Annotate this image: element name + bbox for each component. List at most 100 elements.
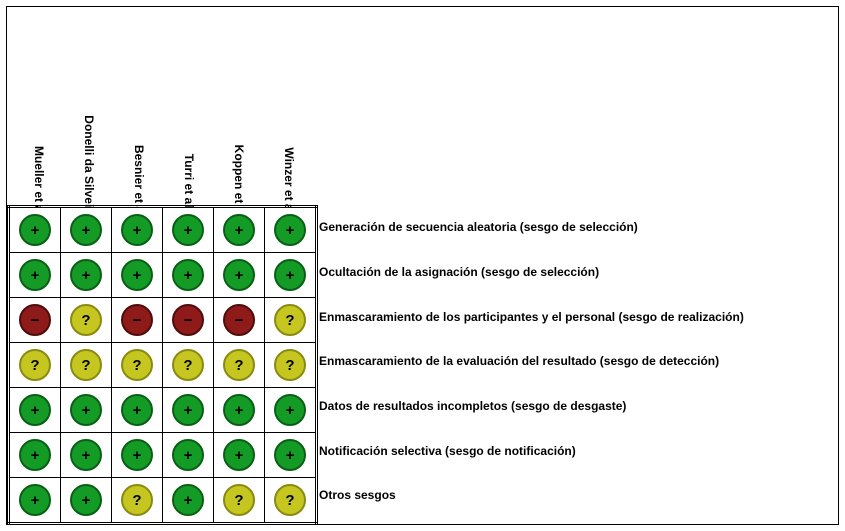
risk-dot-high: − — [172, 304, 204, 336]
grid-cell: ? — [214, 343, 265, 388]
risk-dot-low: + — [172, 394, 204, 426]
grid-cell: + — [163, 388, 214, 433]
grid-cell: − — [163, 298, 214, 343]
page: Mueller et al., 2021Donelli da Silveira … — [0, 0, 845, 531]
risk-dot-unclear: ? — [223, 349, 255, 381]
grid-cell: + — [61, 207, 112, 253]
risk-dot-low: + — [274, 259, 306, 291]
grid-cell: ? — [265, 298, 317, 343]
risk-dot-low: + — [19, 214, 51, 246]
grid-cell: + — [163, 207, 214, 253]
risk-dot-low: + — [19, 484, 51, 516]
risk-dot-unclear: ? — [223, 484, 255, 516]
grid-row: ?????? — [9, 343, 317, 388]
risk-dot-low: + — [172, 259, 204, 291]
grid-row: + + + + + + — [9, 388, 317, 433]
risk-dot-high: − — [19, 304, 51, 336]
grid-row: + + + + + + — [9, 433, 317, 478]
grid-cell: + — [61, 433, 112, 478]
grid-row: + + + + + + — [9, 207, 317, 253]
risk-dot-low: + — [172, 484, 204, 516]
domain-label: Datos de resultados incompletos (sesgo d… — [319, 384, 744, 429]
grid-cell: + — [163, 253, 214, 298]
grid-cell: ? — [61, 298, 112, 343]
grid-wrap: ++++++++++++−?−−−???????++++++++++++++?+… — [7, 205, 318, 525]
risk-dot-unclear: ? — [121, 484, 153, 516]
risk-dot-low: + — [70, 439, 102, 471]
study-headers: Mueller et al., 2021Donelli da Silveira … — [7, 7, 307, 205]
grid-cell: + — [9, 207, 61, 253]
study-header: Mueller et al., 2021 — [7, 7, 57, 205]
risk-dot-high: − — [121, 304, 153, 336]
risk-dot-low: + — [223, 439, 255, 471]
grid-cell: − — [9, 298, 61, 343]
risk-dot-low: + — [121, 259, 153, 291]
figure-frame: Mueller et al., 2021Donelli da Silveira … — [6, 6, 839, 525]
domain-label: Enmascaramiento de los participantes y e… — [319, 294, 744, 339]
domain-labels: Generación de secuencia aleatoria (sesgo… — [319, 205, 744, 518]
grid-cell: + — [9, 388, 61, 433]
domain-label: Enmascaramiento de la evaluación del res… — [319, 339, 744, 384]
risk-dot-low: + — [70, 259, 102, 291]
study-header: Winzer et al., 2020 — [257, 7, 307, 205]
grid-row: + + + + + + — [9, 253, 317, 298]
risk-dot-unclear: ? — [70, 349, 102, 381]
grid-cell: + — [112, 207, 163, 253]
risk-dot-unclear: ? — [274, 484, 306, 516]
grid-cell: + — [214, 433, 265, 478]
study-header: Besnier et al., 2019 — [107, 7, 157, 205]
risk-dot-low: + — [70, 484, 102, 516]
domain-label: Notificación selectiva (sesgo de notific… — [319, 428, 744, 473]
grid-cell: + — [265, 433, 317, 478]
risk-dot-low: + — [70, 394, 102, 426]
study-header: Koppen et al., 2021 — [207, 7, 257, 205]
grid-cell: ? — [9, 343, 61, 388]
risk-dot-low: + — [274, 439, 306, 471]
grid-cell: − — [112, 298, 163, 343]
risk-dot-unclear: ? — [70, 304, 102, 336]
risk-dot-unclear: ? — [274, 349, 306, 381]
domain-label: Otros sesgos — [319, 473, 744, 518]
risk-dot-unclear: ? — [172, 349, 204, 381]
grid-cell: + — [112, 388, 163, 433]
grid-cell: + — [61, 388, 112, 433]
domain-label: Generación de secuencia aleatoria (sesgo… — [319, 205, 744, 250]
risk-dot-low: + — [19, 394, 51, 426]
risk-dot-low: + — [70, 214, 102, 246]
grid-cell: + — [9, 433, 61, 478]
grid-cell: ? — [61, 343, 112, 388]
grid-row: + +? +?? — [9, 478, 317, 524]
grid-cell: + — [214, 253, 265, 298]
grid-cell: + — [265, 207, 317, 253]
grid-cell: ? — [265, 478, 317, 524]
risk-dot-unclear: ? — [274, 304, 306, 336]
risk-dot-low: + — [121, 439, 153, 471]
risk-grid: ++++++++++++−?−−−???????++++++++++++++?+… — [7, 205, 318, 525]
grid-cell: ? — [163, 343, 214, 388]
risk-dot-low: + — [19, 439, 51, 471]
risk-dot-low: + — [223, 394, 255, 426]
risk-dot-low: + — [274, 394, 306, 426]
domain-label: Ocultación de la asignación (sesgo de se… — [319, 250, 744, 295]
grid-cell: + — [265, 388, 317, 433]
risk-dot-low: + — [172, 439, 204, 471]
risk-dot-unclear: ? — [121, 349, 153, 381]
study-header: Turri et al., 2021 — [157, 7, 207, 205]
grid-cell: + — [9, 478, 61, 524]
grid-cell: + — [163, 478, 214, 524]
risk-dot-low: + — [274, 214, 306, 246]
study-header: Donelli da Silveira et al., 2020 — [57, 7, 107, 205]
grid-cell: + — [163, 433, 214, 478]
grid-cell: + — [61, 478, 112, 524]
risk-dot-high: − — [223, 304, 255, 336]
risk-dot-low: + — [223, 214, 255, 246]
risk-dot-low: + — [19, 259, 51, 291]
risk-dot-low: + — [172, 214, 204, 246]
grid-cell: + — [61, 253, 112, 298]
grid-row: −?−−−? — [9, 298, 317, 343]
grid-cell: + — [265, 253, 317, 298]
grid-cell: ? — [214, 478, 265, 524]
risk-dot-low: + — [223, 259, 255, 291]
grid-cell: + — [214, 207, 265, 253]
grid-cell: + — [112, 433, 163, 478]
